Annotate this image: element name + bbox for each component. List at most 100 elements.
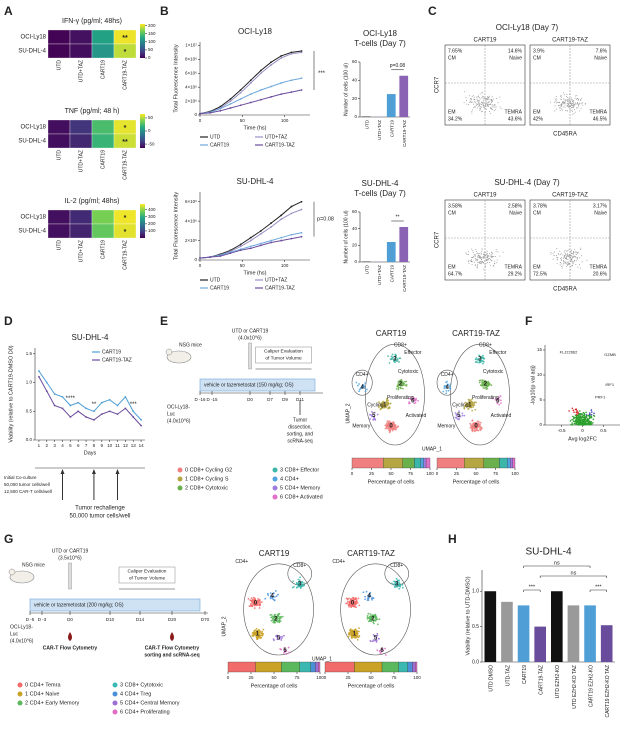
series-point [239, 249, 242, 252]
flow-event [490, 255, 492, 257]
x-tick-label: CART19-TAZ [402, 120, 407, 147]
umap-cell [350, 637, 353, 639]
x-tick-label: 75 [408, 471, 414, 476]
series-point [280, 55, 283, 57]
volcano-dot [571, 423, 574, 426]
series-point [280, 82, 283, 84]
umap-cell [413, 398, 416, 400]
umap-cell [353, 636, 356, 639]
umap-cell [255, 627, 258, 630]
umap-cell [464, 401, 467, 404]
umap-cell [351, 596, 354, 599]
series-point [45, 381, 48, 384]
umap-cell [346, 600, 349, 603]
heatmap-cell [69, 119, 93, 135]
series-point [290, 205, 293, 208]
umap-cell [271, 595, 274, 598]
flow-event [489, 103, 491, 105]
umap-cell [445, 384, 448, 387]
umap-cell [255, 633, 258, 636]
umap-cell [287, 646, 290, 649]
umap-cell [362, 385, 365, 387]
colorbar-label: 0 [148, 55, 151, 60]
umap-cell [394, 425, 397, 427]
row-label: SU-DHL-4 [18, 229, 46, 235]
stacked-segment [510, 457, 513, 469]
flow-event [482, 258, 484, 260]
stacked-segment [507, 457, 511, 469]
umap-cell [262, 633, 264, 635]
volcano-dot [586, 418, 589, 420]
flow-event [563, 98, 565, 100]
y-tick-label: 4×10⁶ [185, 218, 197, 223]
flow-event [573, 102, 575, 104]
flow-event [563, 255, 565, 257]
umap-cell [487, 385, 489, 387]
heatmap-cell [47, 133, 71, 149]
chart-title: T-cells (Day 7) [354, 39, 406, 48]
umap-cell [277, 593, 279, 596]
volcano-dot [588, 415, 591, 417]
umap-cell [405, 384, 408, 386]
flow-event [479, 109, 481, 111]
flow-event [573, 260, 575, 262]
note: 12,500 CAR-T cells/well [4, 489, 52, 494]
umap-cell [391, 429, 394, 432]
umap-cell [388, 362, 391, 364]
umap-cell [299, 576, 301, 579]
umap-cell [264, 597, 267, 600]
umap-cell [479, 359, 482, 362]
quadrant-name: TEMRA [505, 109, 523, 115]
series-point [300, 231, 303, 234]
flow-event [550, 251, 552, 253]
flow-event [549, 101, 551, 103]
flow-event [580, 99, 582, 101]
chart-title: OCI-Ly18 [238, 27, 272, 36]
flow-event [474, 256, 476, 258]
state-label: Cycling [367, 402, 384, 408]
arrow-head [60, 469, 65, 474]
legend-label: UTD [210, 277, 221, 283]
x-tick-label: 50 [240, 263, 246, 268]
plot-title: CART19 [474, 193, 498, 199]
umap-cell [484, 380, 487, 382]
umap-cell [372, 418, 375, 420]
flow-event [493, 256, 495, 258]
flow-event [571, 102, 573, 104]
umap-cell [497, 398, 500, 400]
cluster-id: 4 [367, 594, 371, 600]
series-point [300, 89, 303, 91]
flow-event [468, 251, 470, 253]
umap-cell [371, 598, 373, 601]
umap-cell [477, 424, 480, 426]
flow-event [558, 105, 560, 107]
flow-event [476, 261, 478, 263]
flow-event [555, 102, 557, 104]
series-point [132, 410, 135, 413]
umap-cell [415, 397, 418, 400]
umap-cell [367, 594, 369, 597]
umap-cell [378, 618, 381, 620]
heatmap-cell [47, 119, 71, 135]
umap-cell [482, 357, 485, 360]
flow-event [497, 102, 499, 104]
legend-label: 4 CD4+ Treg [120, 691, 151, 697]
x-tick-label: 50 [388, 471, 394, 476]
umap-cell [253, 597, 256, 600]
umap-cell [297, 578, 300, 581]
quadrant-value: 3.9% [533, 48, 545, 54]
colorbar [140, 114, 145, 148]
flow-event [565, 253, 567, 255]
x-tick-label: UTD EZH2-KO [555, 665, 561, 698]
flow-event [571, 109, 573, 111]
flow-event [556, 258, 558, 260]
bar [600, 625, 613, 662]
x-tick-label: 75 [294, 675, 300, 680]
day-label: D70 [201, 617, 210, 622]
flow-event [476, 259, 478, 261]
flow-event [486, 260, 488, 262]
arrow-head [91, 469, 96, 474]
umap-cell [376, 413, 379, 416]
series-point [239, 89, 242, 91]
volcano-dot [574, 416, 577, 419]
